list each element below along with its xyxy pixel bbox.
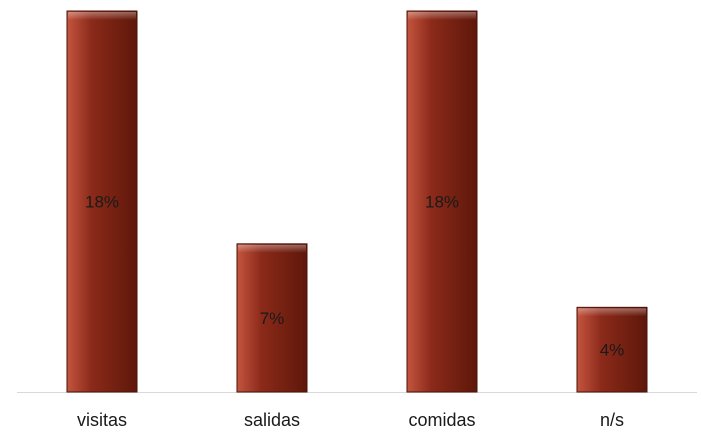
category-label: comidas [408, 410, 475, 430]
category-label: salidas [244, 410, 300, 430]
bar-bevel [578, 308, 646, 317]
bar-visitas [66, 10, 138, 393]
labels-group: 18% visitas 7% salidas 18% comidas 4% n/s [77, 193, 624, 431]
bar-comidas [406, 10, 478, 393]
value-label: 4% [600, 341, 625, 360]
bar-n-s [576, 306, 648, 393]
value-label: 18% [425, 193, 459, 212]
value-label: 7% [260, 309, 285, 328]
bar-bevel [238, 244, 306, 253]
category-label: n/s [600, 410, 624, 430]
bar-bevel [68, 12, 136, 20]
category-label: visitas [77, 410, 127, 430]
value-label: 18% [85, 193, 119, 212]
bar-bevel [408, 12, 476, 20]
bars-group [66, 10, 648, 393]
bar-salidas [236, 243, 308, 393]
